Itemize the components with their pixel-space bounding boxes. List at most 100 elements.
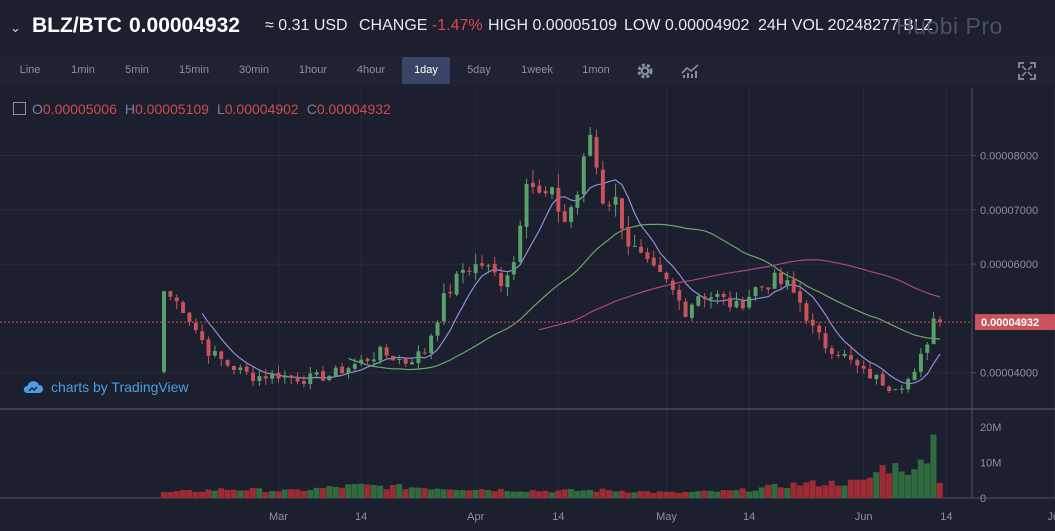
pair-selector[interactable]: BLZ/BTC	[32, 14, 122, 37]
timeframe-5min-button[interactable]: 5min	[125, 64, 149, 76]
volume-tick-label: 0	[980, 493, 986, 505]
timeframe-5day-button[interactable]: 5day	[467, 64, 491, 76]
volume-bar	[898, 471, 905, 498]
timeframe-1week-button[interactable]: 1week	[521, 64, 553, 76]
candle-body	[938, 319, 942, 323]
volume-bar	[676, 492, 683, 498]
current-price-tag	[975, 314, 1055, 331]
candle-body	[670, 280, 675, 291]
candle-body	[282, 375, 287, 378]
chart-area[interactable]: 0.00004932 0.00008000 0.00007000 0.00006000…	[0, 88, 1055, 531]
candle-body	[791, 279, 796, 293]
watermark-text: charts by TradingView	[51, 379, 189, 395]
candle-body	[715, 293, 720, 297]
candle-body	[747, 296, 752, 308]
tradingview-watermark[interactable]: charts by TradingView	[22, 379, 188, 395]
timeframe-1mon-button[interactable]: 1mon	[582, 64, 610, 76]
candle-body	[581, 156, 586, 195]
candle-body	[460, 269, 465, 273]
volume-bar	[777, 487, 784, 498]
candle-body	[441, 293, 446, 322]
volume-bar	[351, 484, 358, 498]
candle-body	[187, 312, 192, 322]
volume-bar	[917, 459, 924, 498]
volume-bar	[612, 491, 619, 498]
candle-body	[486, 265, 491, 267]
volume-bar	[841, 485, 848, 498]
volume-bar	[866, 477, 873, 498]
candle-body	[740, 301, 745, 309]
usd-price: ≈ 0.31 USD	[265, 17, 348, 34]
cloud-icon	[23, 381, 43, 393]
chevron-down-icon[interactable]: ⌄	[10, 20, 21, 35]
price-tick-label: 0.00008000	[980, 150, 1038, 162]
volume-bar	[567, 488, 574, 498]
timeframe-1hour-button[interactable]: 1hour	[298, 64, 328, 76]
candle-body	[658, 264, 663, 273]
volume-bar	[746, 491, 753, 498]
volume-bar	[179, 490, 186, 498]
timeframe-1day-button[interactable]: 1day	[402, 57, 450, 84]
volume-bar	[345, 484, 352, 498]
volume-bar	[599, 488, 606, 498]
settings-icon[interactable]	[635, 61, 655, 81]
candle-body	[435, 322, 440, 336]
candle-body	[530, 182, 535, 188]
volume-bar	[294, 489, 301, 498]
candle-body	[365, 358, 370, 362]
volume-bar	[784, 488, 791, 498]
candle-body	[829, 348, 834, 355]
candle-body	[664, 272, 669, 280]
moving-averages	[201, 179, 941, 385]
candle-body	[263, 376, 268, 379]
volume-bar	[701, 490, 708, 498]
candle-body	[855, 360, 860, 366]
candle-body	[384, 347, 389, 356]
volume-bar	[472, 489, 479, 498]
candle-body	[231, 365, 236, 370]
timeframe-4hour-button[interactable]: 4hour	[356, 64, 386, 76]
legend-toggle-icon[interactable]	[13, 102, 26, 115]
volume-bar	[892, 463, 899, 498]
candle-body	[219, 351, 224, 359]
timeframe-15min-button[interactable]: 15min	[179, 64, 209, 76]
volume-bar	[758, 487, 765, 498]
low-stat: LOW 0.00004902	[624, 17, 750, 34]
volume-bar	[517, 491, 524, 498]
volume-bar	[434, 488, 441, 498]
volume-bar	[828, 480, 835, 498]
volume-bar	[593, 491, 600, 498]
timeframe-line-button[interactable]: Line	[19, 64, 41, 76]
candle-body	[925, 344, 930, 353]
timeframe-30min-button[interactable]: 30min	[239, 64, 269, 76]
candle-body	[193, 322, 198, 330]
candle-body	[321, 371, 325, 381]
volume-bar	[237, 490, 244, 498]
candle-body	[645, 252, 650, 260]
fullscreen-icon[interactable]	[1017, 61, 1037, 81]
volume-bar	[542, 490, 549, 498]
price-tick-label: 0.00006000	[980, 259, 1038, 271]
indicators-icon[interactable]	[680, 61, 700, 81]
volume-bar	[383, 489, 390, 498]
candlestick-chart[interactable]: 0.00004932 0.00008000 0.00007000 0.00006000…	[0, 88, 1055, 531]
volume-bar	[561, 489, 568, 498]
volume-bar	[656, 491, 663, 498]
volume-bar	[256, 488, 263, 498]
candle-body	[403, 358, 408, 364]
volume-bar	[752, 490, 759, 498]
ma-long-line	[539, 259, 941, 331]
volume-bar	[389, 485, 396, 498]
volume-bar	[618, 490, 625, 498]
candle-body	[918, 353, 923, 372]
volume-bar	[707, 490, 714, 498]
candle-body	[588, 134, 593, 156]
volume-bar	[936, 482, 943, 498]
candle-body	[276, 372, 281, 379]
volume-bar	[650, 492, 657, 498]
candle-body	[562, 211, 567, 222]
volume-bar	[224, 489, 231, 498]
candle-body	[467, 270, 472, 272]
timeframe-1min-button[interactable]: 1min	[71, 64, 95, 76]
time-tick-label: 14	[743, 511, 755, 523]
